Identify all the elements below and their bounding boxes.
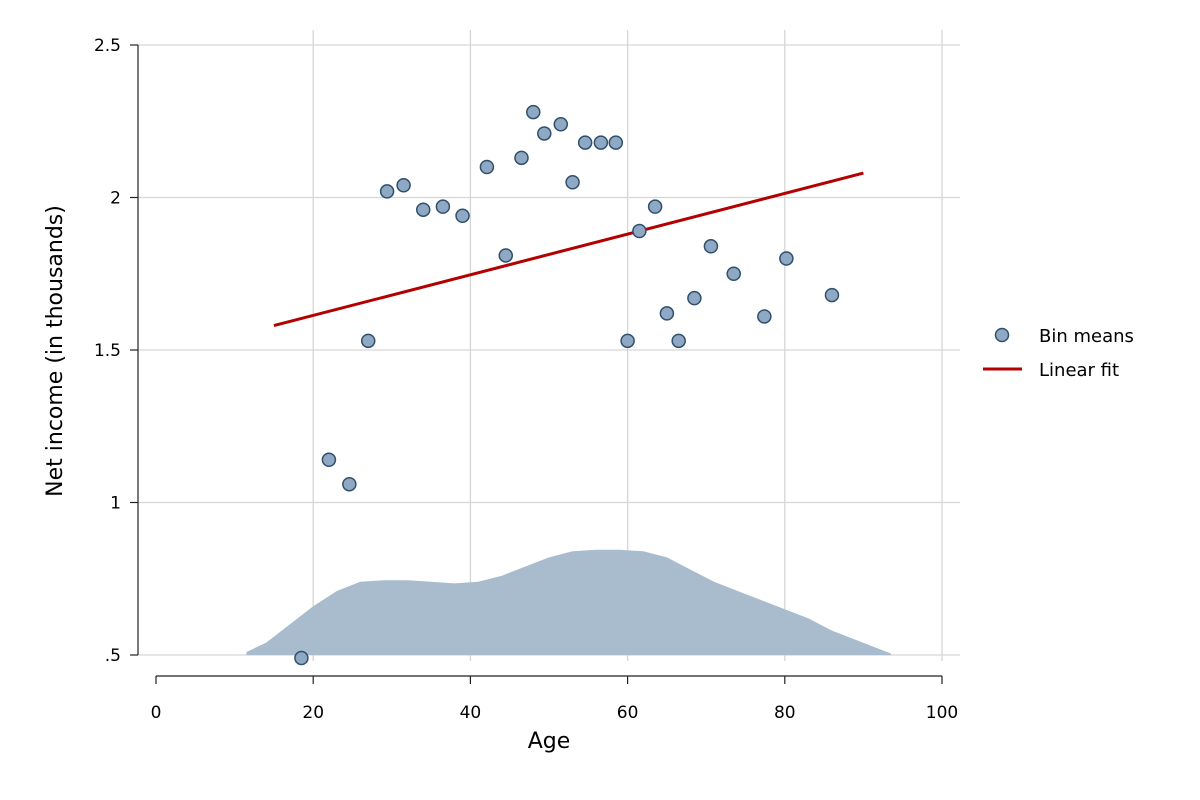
points-layer <box>294 104 840 666</box>
density-area <box>246 549 891 655</box>
bin-mean-point <box>620 333 635 349</box>
x-tick-label: 80 <box>774 703 796 723</box>
x-tick-label: 100 <box>926 703 958 723</box>
x-tick-label: 40 <box>460 703 482 723</box>
y-tick-label: 1.5 <box>94 341 121 361</box>
y-axis-title: Net income (in thousands) <box>43 205 68 497</box>
bin-mean-point <box>514 150 529 166</box>
bin-mean-point <box>435 199 451 214</box>
bin-mean-point <box>687 290 702 306</box>
bin-mean-point <box>577 135 593 150</box>
bin-mean-point <box>479 159 495 175</box>
bin-mean-point <box>342 476 357 492</box>
bin-mean-point <box>415 202 431 217</box>
bin-mean-point <box>608 135 624 150</box>
y-tick-label: .5 <box>105 646 121 666</box>
bin-mean-point <box>671 333 686 349</box>
linear-fit-line <box>273 171 864 328</box>
bin-mean-point <box>526 104 541 120</box>
bin-mean-point <box>360 333 376 349</box>
bin-mean-point <box>553 117 569 132</box>
legend: Bin means Linear fit <box>983 326 1134 381</box>
bin-mean-point <box>659 306 675 321</box>
bin-mean-point <box>757 309 772 324</box>
bin-mean-point <box>537 126 552 141</box>
bin-mean-point <box>824 287 840 303</box>
x-axis-title: Age <box>528 729 571 754</box>
axes <box>130 44 943 684</box>
bin-mean-point <box>294 650 309 666</box>
bin-mean-point <box>647 199 663 214</box>
bin-mean-point <box>396 178 411 193</box>
bin-mean-point <box>321 452 337 468</box>
density-layer <box>246 549 891 655</box>
bin-mean-point <box>703 239 719 254</box>
x-tick-label: 20 <box>302 703 324 723</box>
bin-mean-point <box>726 266 741 281</box>
y-tick-label: 2 <box>110 189 121 209</box>
fit-line-layer <box>273 171 864 328</box>
x-tick-label: 0 <box>151 703 162 723</box>
tick-labels: .5 1 1.5 2 2.5 0 20 40 60 80 100 <box>94 36 958 723</box>
legend-label-linear-fit: Linear fit <box>1039 360 1119 381</box>
x-tick-label: 60 <box>617 703 639 723</box>
bin-mean-point <box>498 248 514 263</box>
y-tick-label: 2.5 <box>94 36 121 56</box>
legend-label-bin-means: Bin means <box>1039 326 1134 347</box>
bin-mean-point <box>593 135 609 150</box>
legend-marker-bin-means <box>994 327 1010 343</box>
bin-mean-point <box>379 184 395 199</box>
y-tick-label: 1 <box>110 494 121 514</box>
bin-mean-point <box>779 251 794 266</box>
bin-mean-point <box>632 223 647 239</box>
bin-mean-point <box>565 175 580 190</box>
bin-mean-point <box>455 208 470 224</box>
grid <box>138 30 960 661</box>
